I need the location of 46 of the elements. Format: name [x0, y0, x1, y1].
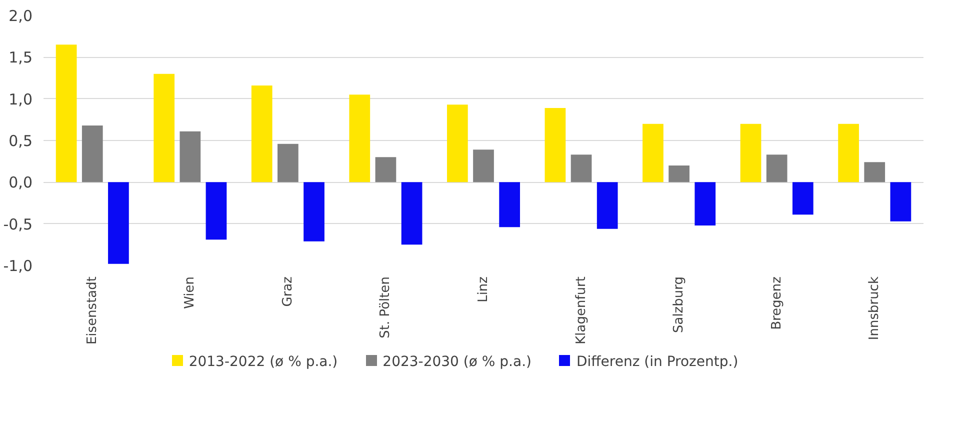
bar	[180, 131, 201, 182]
y-tick-label: 2,0	[8, 7, 33, 25]
bar	[740, 124, 762, 182]
bar	[108, 182, 129, 264]
x-tick-label: St. Pölten	[378, 276, 394, 338]
x-tick-label: Wien	[182, 276, 198, 309]
x-tick-label: Klagenfurt	[574, 276, 589, 344]
y-tick-label: 1,5	[8, 48, 33, 67]
bar	[154, 74, 175, 182]
bar	[206, 182, 227, 240]
bar	[864, 162, 886, 182]
legend-label: Differenz (in Prozentp.)	[575, 353, 738, 372]
x-tick-label: Linz	[476, 276, 491, 302]
bar	[838, 124, 859, 182]
bar	[304, 182, 324, 242]
bar	[349, 94, 370, 182]
y-tick-label: 0,0	[8, 174, 33, 192]
bar	[570, 154, 592, 182]
bar	[56, 44, 77, 182]
bar	[668, 166, 690, 182]
bar	[375, 157, 396, 182]
bar	[596, 182, 618, 229]
legend-label: 2023-2030 (ø % p.a.)	[382, 353, 532, 372]
bar	[401, 182, 422, 245]
x-tick-label: Salzburg	[672, 276, 687, 334]
bar	[792, 182, 814, 215]
y-tick-label: -0,5	[3, 215, 33, 234]
bar	[499, 182, 520, 228]
y-tick-label: 1,0	[8, 90, 33, 108]
bar	[251, 86, 272, 182]
x-tick-label: Graz	[280, 276, 296, 307]
x-tick-label: Innsbruck	[867, 276, 882, 340]
bar	[446, 104, 468, 182]
bar	[278, 144, 298, 182]
y-tick-label: -1,0	[3, 257, 33, 275]
legend-label: 2013-2022 (ø % p.a.)	[188, 353, 338, 372]
y-tick-label: 0,5	[8, 132, 33, 150]
bar	[473, 150, 494, 182]
bar	[766, 154, 788, 182]
bar	[890, 182, 912, 222]
x-tick-label: Eisenstadt	[84, 276, 100, 345]
bar	[544, 108, 566, 182]
x-tick-label: Bregenz	[769, 276, 784, 330]
bar	[694, 182, 716, 226]
bar	[642, 124, 664, 182]
bar	[82, 126, 103, 182]
